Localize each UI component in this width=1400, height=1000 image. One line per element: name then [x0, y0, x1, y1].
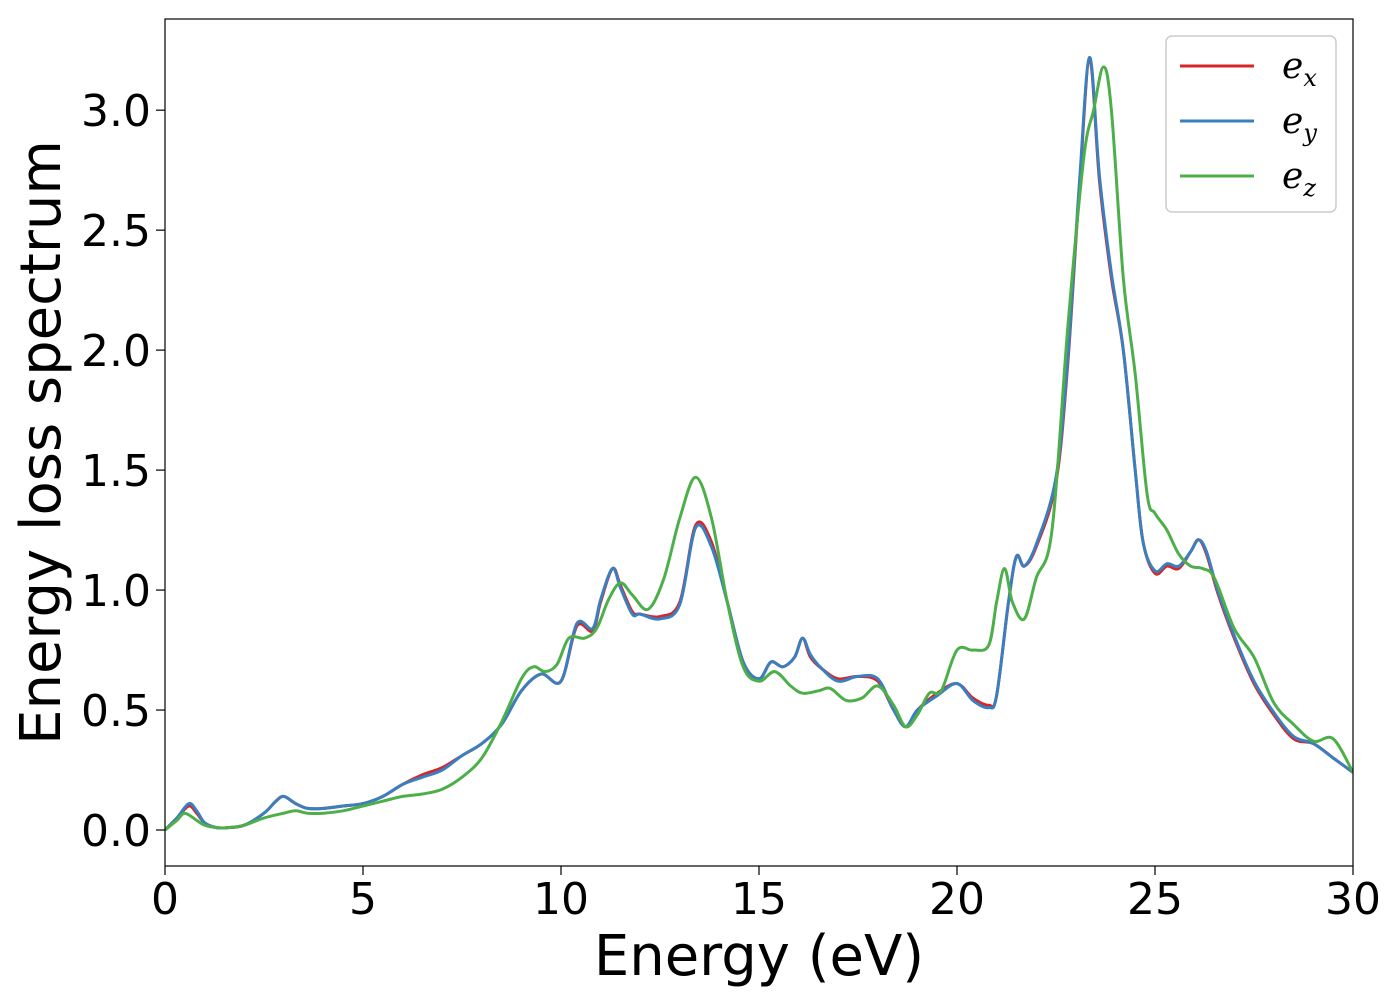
x-axis-label: Energy (eV): [594, 924, 924, 989]
y-tick-label: 1.0: [81, 566, 151, 617]
y-axis-label: Energy loss spectrum: [9, 140, 74, 745]
x-tick-label: 0: [151, 874, 179, 925]
y-tick-label: 2.5: [81, 206, 151, 257]
x-tick-label: 15: [731, 874, 787, 925]
legend-label-ey: ey: [1282, 101, 1317, 147]
legend-label-ez: ez: [1282, 156, 1316, 202]
legend: ex ey ez: [1165, 35, 1337, 213]
series-line-ez: [165, 65, 1353, 832]
x-tick-label: 5: [349, 874, 377, 925]
legend-label-ex: ex: [1282, 46, 1317, 92]
x-tick-label: 10: [533, 874, 589, 925]
y-tick-label: 2.0: [81, 326, 151, 377]
x-tick-label: 20: [929, 874, 985, 925]
series-layer: [165, 55, 1353, 832]
y-tick-label: 0.0: [81, 806, 151, 857]
y-tick-label: 0.5: [81, 686, 151, 737]
y-tick-label: 3.0: [81, 86, 151, 137]
y-axis: 0.0 0.5 1.0 1.5 2.0 2.5 3.0: [81, 86, 165, 857]
x-axis: 0 5 10 15 20 25 30: [151, 866, 1381, 925]
x-tick-label: 25: [1127, 874, 1183, 925]
x-tick-label: 30: [1325, 874, 1381, 925]
series-line-ey: [165, 55, 1353, 832]
y-tick-label: 1.5: [81, 446, 151, 497]
legend-box: [1165, 35, 1337, 213]
